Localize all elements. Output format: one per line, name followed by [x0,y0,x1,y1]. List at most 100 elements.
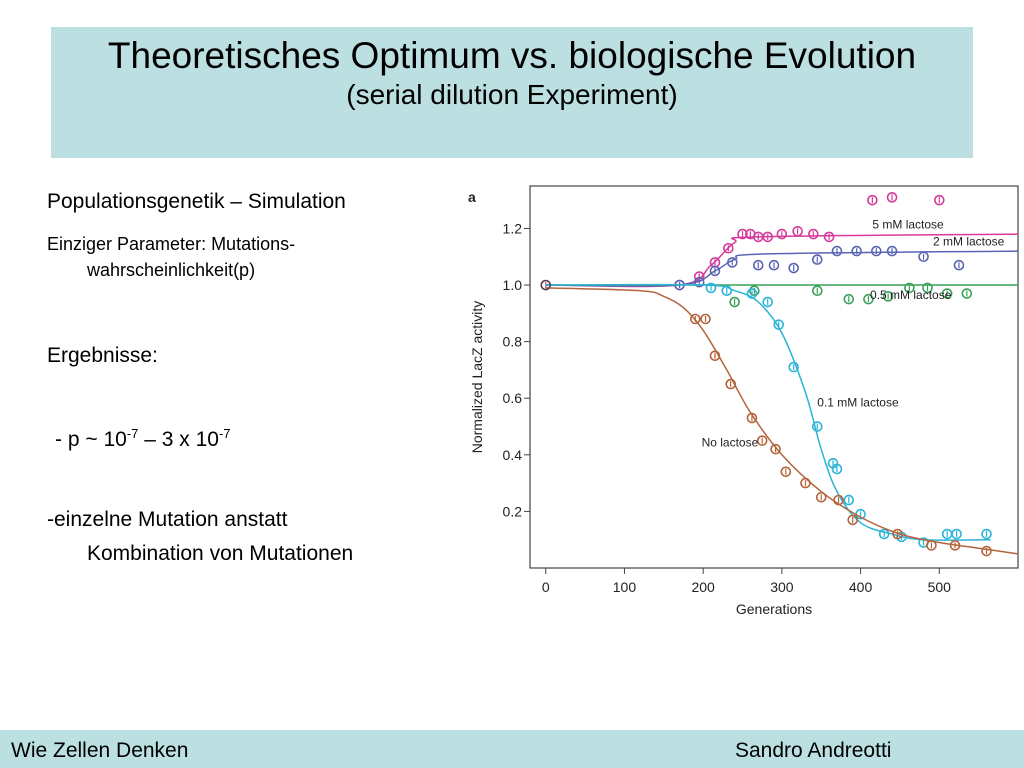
point-marker [833,494,844,506]
point-marker [922,282,933,294]
data-point-no-lactose [700,313,711,325]
data-point-no-lactose [689,313,701,325]
title-banner: Theoretisches Optimum vs. biologische Ev… [51,27,973,158]
data-point-0-5-mm-lactose [843,293,855,305]
data-point-0-5-mm-lactose [961,288,973,299]
point-marker [811,285,823,296]
data-point-2-mm-lactose [918,251,929,263]
point-marker [867,194,878,206]
point-marker [871,245,882,257]
point-marker [961,288,973,299]
point-marker [851,245,862,257]
point-marker [933,194,945,206]
data-point-0-5-mm-lactose [863,293,874,305]
slide-title: Theoretisches Optimum vs. biologische Ev… [107,35,917,76]
data-point-2-mm-lactose [788,262,799,274]
data-point-5-mm-lactose [886,192,898,203]
lacz-activity-chart: 0 100 200 300 400 500 0.2 0.4 0.6 0.8 1.0 1.2 Genera… [468,185,1019,617]
data-point-0-1-mm-lactose [981,528,992,540]
data-point-5-mm-lactose [776,228,788,240]
data-point-no-lactose [770,443,781,455]
data-point-0-1-mm-lactose [831,463,843,475]
point-marker [843,494,855,506]
point-marker [762,231,774,243]
data-point-2-mm-lactose [811,254,823,265]
point-marker [768,259,780,271]
data-point-no-lactose [949,540,961,551]
data-point-0-5-mm-lactose [882,291,894,302]
data-point-0-5-mm-lactose [904,282,915,294]
point-marker [882,291,894,302]
data-point-2-mm-lactose [831,245,843,257]
y-tick-label: 0.6 [503,390,523,406]
point-marker [762,296,774,308]
data-point-0-1-mm-lactose [746,288,758,299]
point-marker [847,514,859,526]
point-marker [776,228,788,240]
point-marker [886,192,898,203]
data-point-5-mm-lactose [933,194,945,206]
data-point-0-1-mm-lactose [941,528,953,540]
point-marker [941,288,953,299]
data-point-2-mm-lactose [768,259,780,271]
point-marker [725,378,737,390]
point-marker [773,319,785,330]
x-tick-label: 200 [691,579,715,595]
data-point-0-5-mm-lactose [922,282,933,294]
x-tick-label: 400 [849,579,873,595]
point-marker [951,528,962,540]
data-point-5-mm-lactose [723,242,734,254]
point-marker [981,545,992,557]
x-tick-label: 100 [613,579,637,595]
point-marker [949,540,961,551]
y-tick-label: 1.0 [503,277,523,293]
point-marker [788,361,799,373]
point-marker [792,225,803,237]
point-marker [709,265,721,277]
data-point-0-1-mm-lactose [811,421,823,432]
data-point-no-lactose [833,494,844,506]
data-point-0-1-mm-lactose [762,296,774,308]
footer-course: Wie Zellen Denken [11,739,189,762]
point-marker [863,293,874,305]
data-point-0-1-mm-lactose [951,528,962,540]
x-tick-label: 300 [770,579,794,595]
point-marker [815,491,827,503]
data-point-no-lactose [800,477,811,489]
point-marker [689,313,701,325]
point-marker [749,285,760,296]
point-marker [737,228,748,240]
p-range-middle: – 3 x 10 [138,428,219,451]
point-marker [726,257,738,268]
data-point-0-5-mm-lactose [729,296,740,308]
x-tick-label: 500 [928,579,952,595]
point-marker [831,245,843,257]
point-marker [709,350,721,362]
point-marker [918,251,929,263]
p-range-exponent-1: -7 [126,426,139,441]
point-marker [904,282,915,294]
data-point-0-5-mm-lactose [811,285,823,296]
footer-author: Sandro Andreotti [735,739,892,762]
point-marker [788,262,799,274]
data-point-2-mm-lactose [851,245,862,257]
data-point-0-5-mm-lactose [941,288,953,299]
data-point-5-mm-lactose [792,225,803,237]
panel-label: a [468,189,476,205]
data-point-no-lactose [926,540,937,551]
series-annotation: 0.1 mM lactose [817,396,899,410]
point-marker [540,279,551,291]
point-marker [705,282,717,294]
data-point-5-mm-lactose [762,231,774,243]
y-tick-label: 1.2 [503,220,523,236]
data-point-5-mm-lactose [737,228,748,240]
mutation-line-2: Kombination von Mutationen [87,542,354,565]
data-point-2-mm-lactose [726,257,738,268]
data-point-no-lactose [725,378,737,390]
data-point-0-1-mm-lactose [788,361,799,373]
data-point-no-lactose [981,545,992,557]
data-point-0-1-mm-lactose [773,319,785,330]
point-marker [746,288,758,299]
point-marker [800,477,811,489]
data-point-no-lactose [847,514,859,526]
